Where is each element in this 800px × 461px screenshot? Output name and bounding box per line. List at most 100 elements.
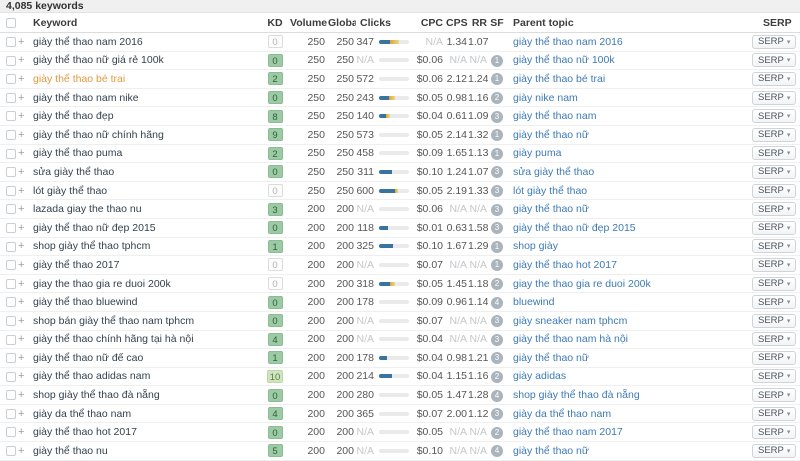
keyword-link[interactable]: lazada giay the thao nu — [33, 203, 142, 216]
parent-topic-link[interactable]: giày thể thao nam — [513, 110, 597, 123]
parent-topic-link[interactable]: bluewind — [513, 296, 555, 309]
header-sf[interactable]: SF — [490, 16, 504, 29]
expand-plus-icon[interactable]: + — [18, 240, 25, 253]
parent-topic-link[interactable]: giày thể thao bé trai — [513, 72, 606, 85]
keyword-link[interactable]: giày thể thao puma — [33, 147, 123, 160]
header-volume[interactable]: Volume▼ — [290, 17, 328, 29]
parent-topic-link[interactable]: giày thể thao hot 2017 — [513, 258, 617, 271]
parent-topic-link[interactable]: giày thể thao nữ 100k — [513, 54, 615, 67]
header-rr[interactable]: RR — [471, 16, 487, 29]
expand-plus-icon[interactable]: + — [18, 407, 25, 420]
row-checkbox[interactable] — [6, 278, 16, 289]
expand-plus-icon[interactable]: + — [18, 184, 25, 197]
parent-topic-link[interactable]: giày thể thao nữ đẹp 2015 — [513, 221, 636, 234]
keyword-link[interactable]: giày thể thao chính hãng tại hà nội — [33, 333, 194, 346]
serp-features-count-badge[interactable]: 1 — [491, 54, 503, 67]
serp-features-count-badge[interactable]: 3 — [491, 203, 503, 216]
serp-features-count-badge[interactable]: 3 — [491, 166, 503, 179]
parent-topic-link[interactable]: shop giày thể thao đà nẵng — [513, 389, 640, 402]
keyword-link[interactable]: shop giày thể thao đà nẵng — [33, 389, 160, 402]
row-checkbox[interactable] — [6, 148, 16, 159]
expand-plus-icon[interactable]: + — [18, 203, 25, 216]
serp-dropdown-button[interactable]: SERP ▾ — [752, 257, 797, 272]
expand-plus-icon[interactable]: + — [18, 54, 25, 67]
row-checkbox[interactable] — [6, 204, 16, 215]
header-clicks[interactable]: Clicks — [360, 16, 391, 29]
serp-dropdown-button[interactable]: SERP ▾ — [752, 406, 797, 421]
serp-features-count-badge[interactable]: 1 — [491, 259, 503, 272]
expand-plus-icon[interactable]: + — [18, 333, 25, 346]
expand-plus-icon[interactable]: + — [18, 389, 25, 402]
row-checkbox[interactable] — [6, 390, 16, 401]
serp-features-count-badge[interactable]: 1 — [491, 147, 503, 160]
keyword-link[interactable]: shop giày thể thao tphcm — [33, 240, 151, 253]
expand-plus-icon[interactable]: + — [18, 370, 25, 383]
serp-features-count-badge[interactable]: 1 — [491, 73, 503, 86]
serp-dropdown-button[interactable]: SERP ▾ — [752, 332, 797, 347]
serp-dropdown-button[interactable]: SERP ▾ — [752, 313, 797, 328]
keyword-link[interactable]: giày thể thao nu — [33, 444, 108, 457]
serp-dropdown-button[interactable]: SERP ▾ — [752, 53, 797, 68]
serp-features-count-badge[interactable]: 3 — [491, 408, 503, 421]
keyword-link[interactable]: giày thể thao adidas nam — [33, 370, 151, 383]
header-parent-topic[interactable]: Parent topic — [513, 16, 574, 29]
row-checkbox[interactable] — [6, 222, 16, 233]
serp-features-count-badge[interactable]: 3 — [491, 110, 503, 123]
expand-plus-icon[interactable]: + — [18, 351, 25, 364]
row-checkbox[interactable] — [6, 185, 16, 196]
keyword-link[interactable]: giay the thao gia re duoi 200k — [33, 277, 171, 290]
row-checkbox[interactable] — [6, 334, 16, 345]
serp-features-count-badge[interactable]: 4 — [491, 445, 503, 458]
row-checkbox[interactable] — [6, 371, 16, 382]
keyword-link[interactable]: shop bán giày thể thao nam tphcm — [33, 314, 195, 327]
parent-topic-link[interactable]: giày thể thao nữ — [513, 351, 589, 364]
serp-dropdown-button[interactable]: SERP ▾ — [752, 109, 797, 124]
expand-plus-icon[interactable]: + — [18, 258, 25, 271]
row-checkbox[interactable] — [6, 241, 16, 252]
keyword-link[interactable]: giày thể thao nam 2016 — [33, 35, 143, 48]
serp-dropdown-button[interactable]: SERP ▾ — [752, 164, 797, 179]
header-cps[interactable]: CPS — [446, 16, 468, 29]
row-checkbox[interactable] — [6, 74, 16, 85]
serp-dropdown-button[interactable]: SERP ▾ — [752, 388, 797, 403]
keyword-link[interactable]: giày thể thao bluewind — [33, 296, 138, 309]
row-checkbox[interactable] — [6, 408, 16, 419]
keyword-link[interactable]: lót giày thể thao — [33, 184, 108, 197]
parent-topic-link[interactable]: giày adidas — [513, 370, 567, 383]
expand-plus-icon[interactable]: + — [18, 444, 25, 457]
parent-topic-link[interactable]: sửa giày thể thao — [513, 165, 595, 178]
serp-dropdown-button[interactable]: SERP ▾ — [752, 295, 797, 310]
row-checkbox[interactable] — [6, 315, 16, 326]
header-kd[interactable]: KD — [267, 16, 283, 29]
row-checkbox[interactable] — [6, 111, 16, 122]
expand-plus-icon[interactable]: + — [18, 165, 25, 178]
row-checkbox[interactable] — [6, 37, 16, 48]
parent-topic-link[interactable]: giày da thể thao nam — [513, 407, 612, 420]
select-all-checkbox[interactable] — [6, 17, 16, 28]
expand-plus-icon[interactable]: + — [18, 314, 25, 327]
serp-dropdown-button[interactable]: SERP ▾ — [752, 146, 797, 161]
serp-features-count-badge[interactable]: 3 — [491, 333, 503, 346]
parent-topic-link[interactable]: giày thể thao nam hà nội — [513, 333, 628, 346]
serp-features-count-badge[interactable]: 3 — [491, 222, 503, 235]
header-cpc[interactable]: CPC — [420, 16, 443, 29]
expand-plus-icon[interactable]: + — [18, 296, 25, 309]
row-checkbox[interactable] — [6, 129, 16, 140]
parent-topic-link[interactable]: giày puma — [513, 147, 562, 160]
serp-features-count-badge[interactable]: 1 — [491, 240, 503, 253]
parent-topic-link[interactable]: giày thể thao nữ — [513, 203, 589, 216]
keyword-link[interactable]: giày thể thao nữ giá rẻ 100k — [33, 54, 164, 67]
header-keyword[interactable]: Keyword — [33, 16, 78, 29]
expand-plus-icon[interactable]: + — [18, 147, 25, 160]
serp-features-count-badge[interactable]: 3 — [491, 315, 503, 328]
expand-plus-icon[interactable]: + — [18, 221, 25, 234]
serp-features-count-badge[interactable]: 4 — [491, 296, 503, 309]
row-checkbox[interactable] — [6, 92, 16, 103]
keyword-link[interactable]: giày thể thao nam nike — [33, 91, 139, 104]
serp-dropdown-button[interactable]: SERP ▾ — [752, 239, 797, 254]
serp-dropdown-button[interactable]: SERP ▾ — [752, 443, 797, 458]
expand-plus-icon[interactable]: + — [18, 110, 25, 123]
serp-features-count-badge[interactable]: 3 — [491, 352, 503, 365]
row-checkbox[interactable] — [6, 446, 16, 457]
serp-dropdown-button[interactable]: SERP ▾ — [752, 34, 797, 49]
